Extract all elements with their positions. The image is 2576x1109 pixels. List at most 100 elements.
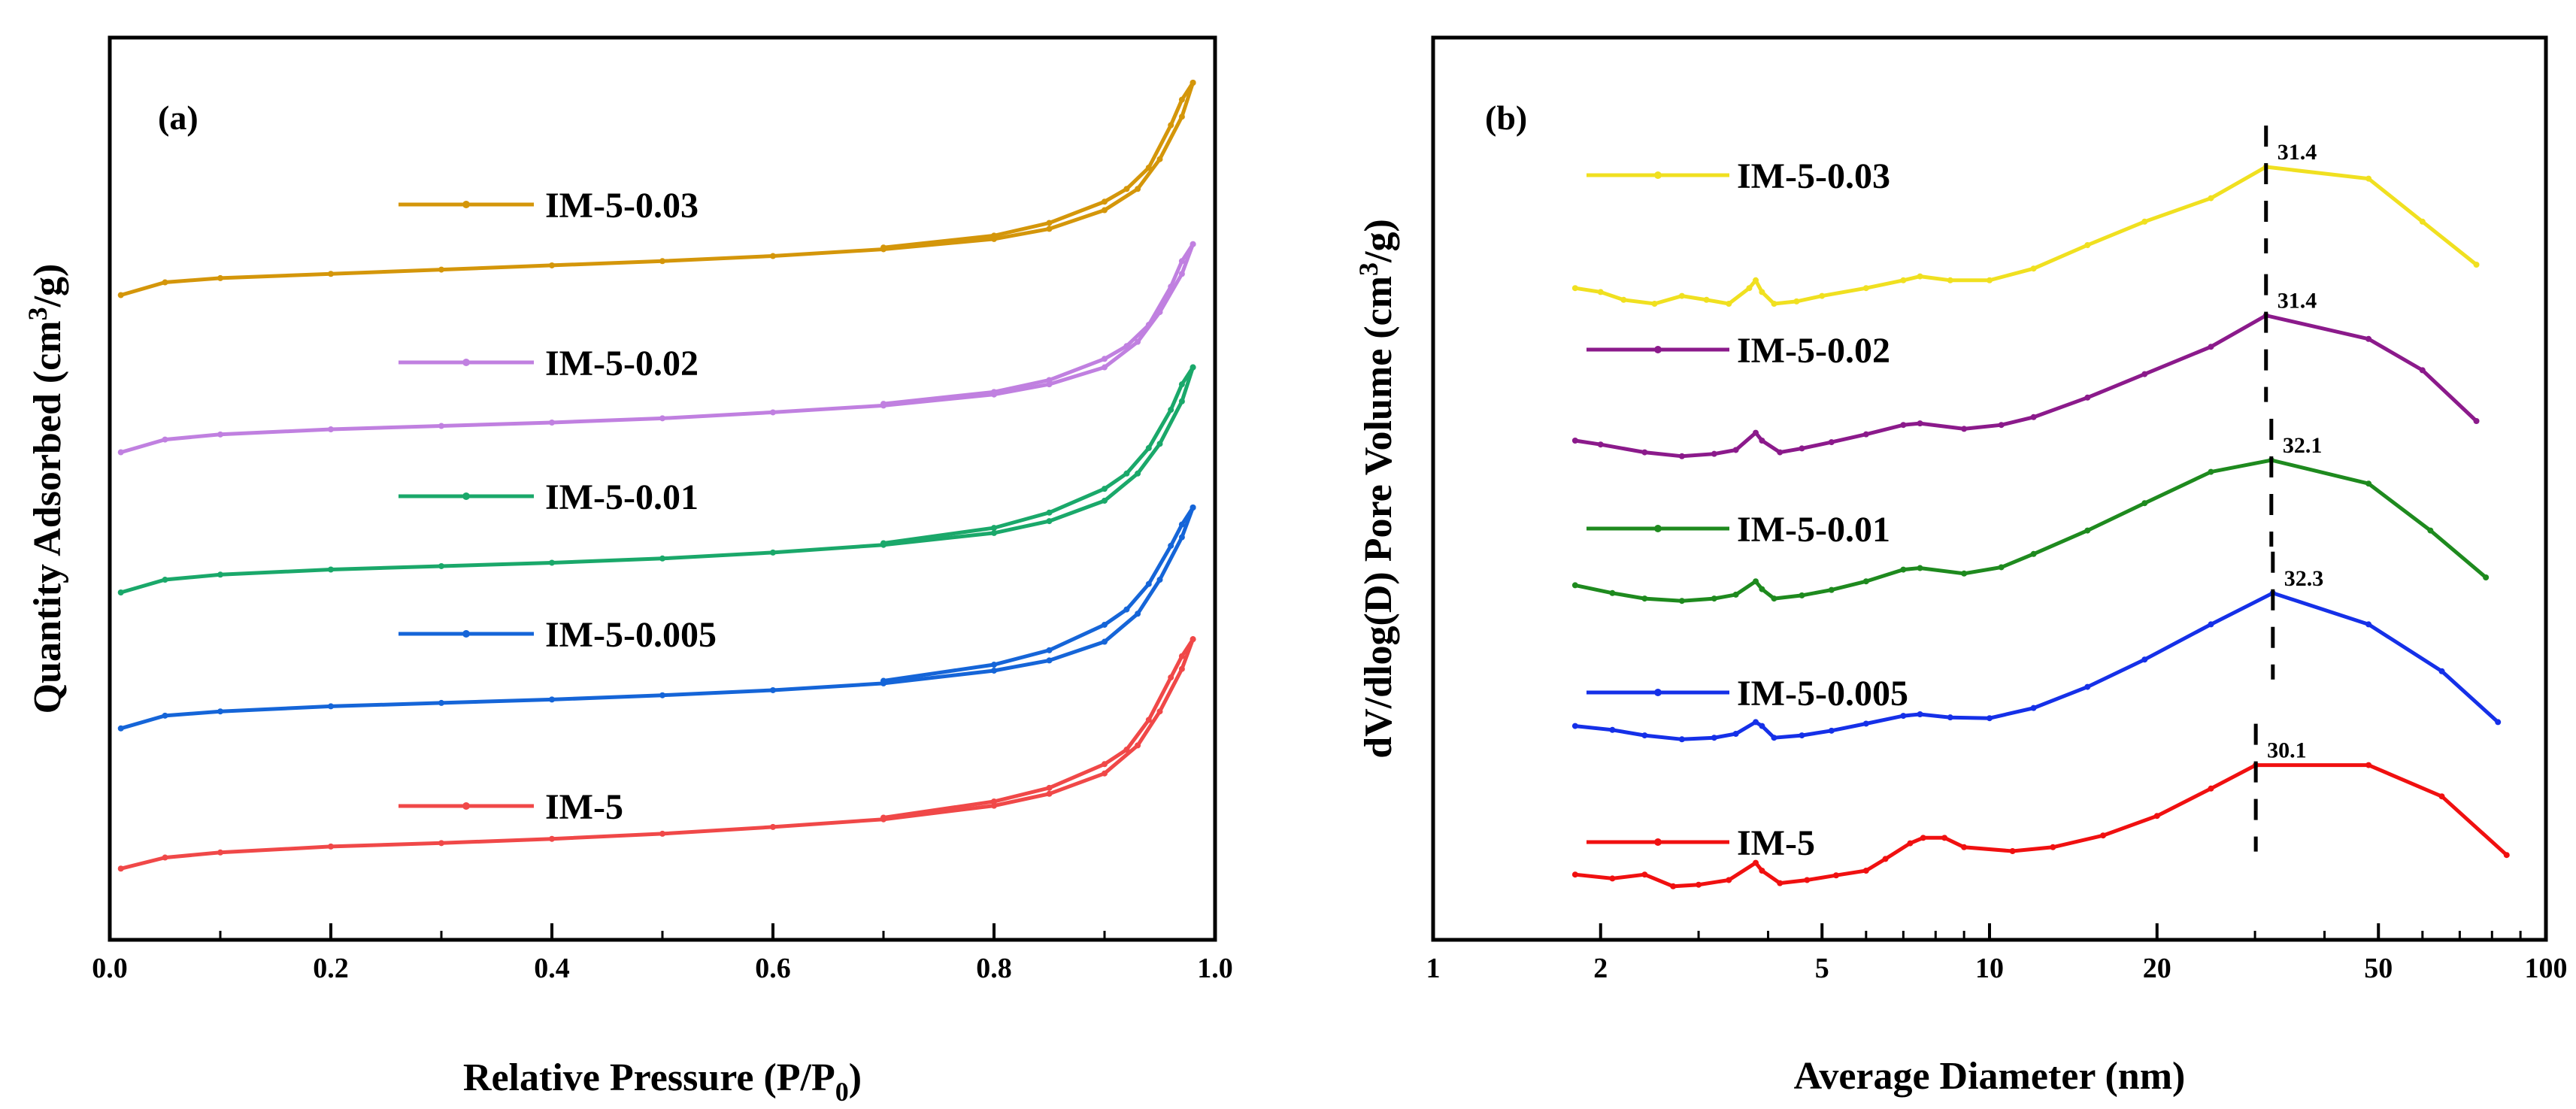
data-point: [1759, 289, 1765, 295]
legend-marker: [462, 802, 470, 810]
data-point: [117, 865, 124, 872]
panel-a-x-axis-title: Relative Pressure (P/P0): [463, 1056, 862, 1107]
data-point: [2365, 480, 2372, 487]
data-point: [1907, 840, 1914, 847]
data-point: [1711, 595, 1717, 602]
data-point: [2009, 848, 2016, 854]
data-point: [549, 696, 555, 703]
data-point: [162, 854, 168, 861]
desorption-line-im-5-0-01: [883, 366, 1195, 545]
legend-marker: [1654, 171, 1662, 179]
data-point: [1771, 735, 1777, 741]
data-point: [1102, 497, 1108, 504]
data-point: [1832, 872, 1839, 879]
data-point: [1799, 592, 1805, 598]
data-point: [1046, 647, 1053, 653]
x-tick-label-5: 5: [1815, 953, 1829, 984]
data-point: [1168, 283, 1174, 290]
panel-b-x-axis-title: Average Diameter (nm): [1794, 1055, 2186, 1098]
data-point: [1917, 420, 1923, 427]
data-point: [1135, 742, 1141, 749]
data-point: [2030, 414, 2037, 420]
data-point: [328, 426, 334, 433]
data-point: [770, 549, 776, 556]
x-tick-label-2: 2: [1593, 953, 1608, 984]
data-point: [1641, 449, 1648, 456]
data-point: [1046, 657, 1053, 664]
data-point: [1998, 564, 2005, 571]
data-point: [1156, 441, 1163, 447]
data-point: [1759, 438, 1765, 444]
peak-im-5-0-01: 32.1: [2269, 419, 2323, 547]
data-point: [1726, 877, 1732, 883]
distribution-line-im-5: [1574, 763, 2508, 889]
data-point: [770, 253, 776, 259]
data-point: [1046, 220, 1053, 226]
data-point: [991, 802, 997, 809]
data-point: [1641, 595, 1648, 602]
data-point: [549, 262, 555, 268]
data-point: [162, 577, 168, 583]
data-point: [2208, 468, 2214, 475]
peak-im-5: 30.1: [2253, 723, 2307, 852]
data-point: [1746, 285, 1753, 292]
data-point: [2084, 394, 2091, 401]
data-point: [217, 571, 223, 578]
data-point: [1941, 835, 1948, 841]
panel-b-x-ticks: [1432, 923, 2547, 940]
data-point: [2050, 844, 2056, 850]
data-point: [991, 798, 997, 804]
data-point: [1135, 470, 1141, 477]
data-point: [1145, 322, 1152, 329]
x-tick-label-20: 20: [2143, 953, 2171, 984]
series-im-5: [117, 636, 1196, 872]
data-point: [1987, 277, 1993, 283]
data-point: [2473, 262, 2480, 268]
data-point: [1102, 486, 1108, 492]
data-point: [1123, 470, 1130, 477]
data-point: [2084, 527, 2091, 534]
data-point: [1696, 881, 1702, 888]
data-point: [438, 699, 444, 706]
data-point: [1123, 606, 1130, 613]
data-point: [880, 401, 886, 408]
data-point: [1799, 445, 1805, 452]
data-point: [659, 415, 665, 422]
data-point: [1678, 736, 1685, 743]
legend-label-im-5-0-02: IM-5-0.02: [545, 344, 699, 383]
peak-label-im-5-0-01: 32.1: [2283, 433, 2323, 458]
data-point: [117, 725, 124, 732]
data-point: [1987, 715, 1993, 722]
legend-im-5-0-005: IM-5-0.005: [399, 615, 717, 655]
data-point: [1046, 226, 1053, 232]
legend-marker: [462, 492, 470, 500]
data-point: [1670, 883, 1677, 889]
data-point: [1046, 377, 1053, 383]
legend-im-5-0-03: IM-5-0.03: [1587, 156, 1890, 196]
data-point: [1900, 713, 1907, 720]
data-point: [1190, 364, 1196, 371]
peak-label-im-5-0-02: 31.4: [2277, 289, 2317, 314]
data-point: [1726, 301, 1732, 307]
data-point: [1732, 447, 1739, 453]
data-point: [1156, 708, 1163, 715]
legend-label-im-5-0-03: IM-5-0.03: [545, 186, 699, 226]
x-tick-label-0-4: 0.4: [534, 953, 570, 984]
adsorption-line-im-5-0-01: [120, 366, 1195, 595]
data-point: [1178, 381, 1185, 388]
desorption-line-im-5-0-005: [883, 506, 1195, 683]
data-point: [1917, 273, 1923, 280]
data-point: [549, 559, 555, 566]
data-point: [770, 823, 776, 830]
x-tick-label-0-2: 0.2: [313, 953, 349, 984]
data-point: [1178, 653, 1185, 659]
data-point: [1759, 723, 1765, 729]
data-point: [1046, 790, 1053, 797]
data-point: [1102, 207, 1108, 214]
data-point: [1753, 578, 1759, 585]
data-point: [1777, 449, 1784, 456]
legend-marker: [462, 630, 470, 638]
data-point: [2153, 813, 2160, 820]
data-point: [328, 703, 334, 710]
series-im-5-0-01: [117, 364, 1196, 595]
